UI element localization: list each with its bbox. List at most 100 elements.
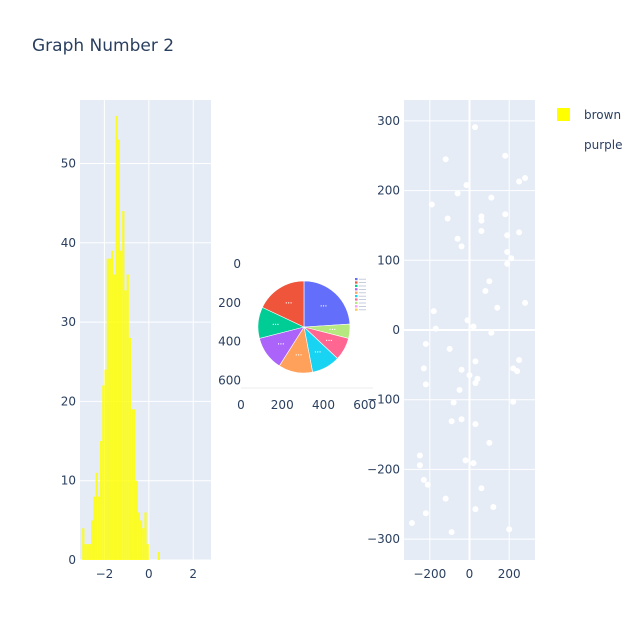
pie-legend-swatch bbox=[355, 288, 358, 291]
pie-y-tick-label: 600 bbox=[218, 373, 241, 387]
pie-x-tick-label: 200 bbox=[271, 398, 294, 412]
scatter-point bbox=[450, 399, 457, 406]
scatter-point bbox=[516, 356, 523, 363]
legend-label-purple: purple bbox=[584, 138, 623, 152]
scatter-y-tick-label: −300 bbox=[367, 532, 400, 546]
scatter-point bbox=[466, 372, 473, 379]
legend-item-purple[interactable]: purple bbox=[560, 138, 623, 152]
histogram-bar bbox=[86, 544, 89, 560]
histogram-bar bbox=[115, 115, 118, 561]
legend-label-brown: brown bbox=[584, 108, 621, 122]
histogram-x-tick-label: 2 bbox=[189, 567, 197, 581]
scatter-point bbox=[522, 299, 529, 306]
pie-slice-label: ••• bbox=[320, 304, 327, 309]
pie-legend-swatch bbox=[355, 278, 358, 281]
histogram-y-tick-label: 30 bbox=[61, 315, 76, 329]
histogram-bar bbox=[142, 528, 145, 560]
pie-legend-swatch bbox=[355, 284, 358, 287]
scatter-point bbox=[428, 201, 435, 208]
scatter-y-tick-label: 100 bbox=[377, 253, 400, 267]
legend-swatch-brown bbox=[557, 108, 570, 121]
histogram-bar bbox=[104, 369, 107, 560]
scatter-y-tick-label: −200 bbox=[367, 462, 400, 476]
histogram-bar bbox=[131, 409, 134, 560]
scatter-subplot: −300 −200 −100 0 100 200 300 −200 0 200 bbox=[367, 100, 535, 581]
histogram-bar bbox=[144, 512, 147, 560]
pie-legend-swatch bbox=[355, 281, 358, 284]
scatter-x-tick-label: 0 bbox=[466, 567, 474, 581]
scatter-point bbox=[478, 213, 485, 220]
pie-legend-entry bbox=[359, 292, 366, 294]
histogram-bar bbox=[102, 385, 105, 560]
scatter-point bbox=[472, 124, 479, 131]
scatter-point bbox=[494, 304, 501, 311]
pie-slice bbox=[303, 280, 351, 328]
pie-legend-swatch bbox=[355, 291, 358, 294]
pie-y-tick-label: 400 bbox=[218, 335, 241, 349]
histogram-bar bbox=[139, 520, 143, 560]
pie-y-tick-label: 0 bbox=[233, 257, 241, 271]
scatter-point bbox=[442, 495, 449, 502]
histogram-x-tick-label: 0 bbox=[145, 567, 153, 581]
scatter-point bbox=[420, 476, 427, 483]
scatter-point bbox=[486, 439, 493, 446]
pie-legend-entry bbox=[359, 306, 366, 307]
chart-title: Graph Number 2 bbox=[32, 36, 174, 56]
histogram-bar bbox=[124, 290, 127, 560]
scatter-point bbox=[454, 235, 461, 242]
pie-legend-entry bbox=[359, 278, 366, 280]
legend-swatch-purple bbox=[560, 141, 566, 147]
pie-legend-swatch bbox=[355, 298, 358, 301]
histogram-bar bbox=[97, 496, 100, 560]
histogram-bar bbox=[88, 544, 92, 560]
scatter-point bbox=[516, 178, 523, 185]
pie-legend-entry bbox=[359, 285, 366, 287]
scatter-point bbox=[462, 457, 469, 464]
scatter-point bbox=[416, 462, 423, 469]
histogram-bar bbox=[122, 211, 125, 560]
histogram-subplot: 0 10 20 30 40 50 −2 0 2 bbox=[61, 100, 211, 581]
histogram-bar bbox=[111, 250, 114, 561]
scatter-point bbox=[488, 194, 495, 201]
scatter-point bbox=[448, 418, 455, 425]
histogram-bar bbox=[135, 480, 138, 560]
scatter-point bbox=[458, 416, 465, 423]
histogram-y-tick-label: 10 bbox=[61, 474, 76, 488]
scatter-point bbox=[408, 520, 415, 527]
legend: brown purple bbox=[557, 108, 623, 152]
scatter-point bbox=[422, 381, 429, 388]
scatter-point bbox=[486, 278, 493, 285]
scatter-point bbox=[422, 340, 429, 347]
scatter-point bbox=[464, 317, 471, 324]
pie-x-tick-label: 600 bbox=[353, 398, 376, 412]
histogram-bar bbox=[137, 512, 140, 560]
scatter-point bbox=[442, 156, 449, 163]
legend-item-brown[interactable]: brown bbox=[557, 108, 621, 122]
scatter-point bbox=[510, 398, 517, 405]
histogram-bar bbox=[84, 544, 87, 560]
scatter-point bbox=[446, 345, 453, 352]
scatter-point bbox=[470, 323, 477, 330]
scatter-y-tick-label: 0 bbox=[392, 323, 400, 337]
scatter-point bbox=[478, 228, 485, 235]
scatter-x-tick-label: 200 bbox=[498, 567, 521, 581]
histogram-plot-area bbox=[80, 100, 211, 560]
scatter-point bbox=[504, 248, 511, 255]
pie-slice-label: ••• bbox=[314, 349, 321, 354]
scatter-point bbox=[458, 366, 465, 373]
pie-legend-swatch bbox=[355, 301, 358, 304]
scatter-point bbox=[456, 386, 463, 393]
scatter-point bbox=[506, 526, 513, 533]
pie-slice-label: ••• bbox=[325, 338, 332, 343]
pie-legend-swatch bbox=[355, 295, 358, 298]
scatter-point bbox=[416, 452, 423, 459]
histogram-y-tick-label: 50 bbox=[61, 156, 76, 170]
scatter-point bbox=[514, 368, 521, 375]
scatter-point bbox=[463, 182, 470, 189]
scatter-point bbox=[472, 379, 479, 386]
scatter-point bbox=[488, 329, 495, 336]
histogram-bar bbox=[117, 139, 120, 561]
pie-slice-label: ••• bbox=[285, 300, 292, 305]
scatter-x-tick-label: −200 bbox=[413, 567, 446, 581]
